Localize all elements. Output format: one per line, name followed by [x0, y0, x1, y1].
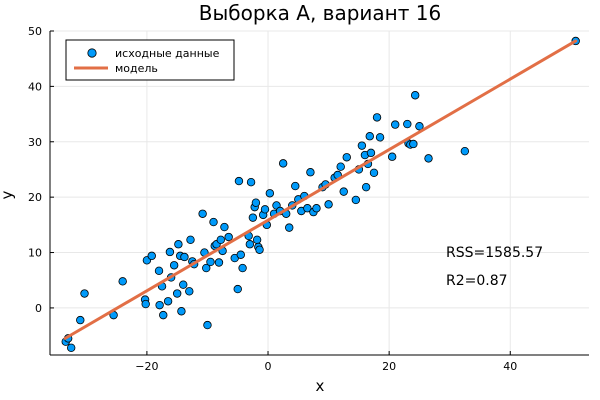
axes: −20 0 20 40 0 10 20 30 40 50: [28, 25, 589, 373]
data-point: [260, 205, 270, 214]
data-point: [387, 152, 397, 161]
plot-area: [61, 36, 580, 352]
data-point: [339, 187, 348, 196]
x-tick-label: 20: [382, 360, 396, 373]
data-point: [303, 204, 312, 213]
data-point: [278, 159, 288, 168]
x-tick-label: 0: [265, 360, 272, 373]
data-point: [165, 247, 175, 257]
data-point: [312, 204, 321, 213]
legend-marker-scatter: [87, 48, 97, 58]
data-point: [361, 182, 371, 192]
data-point: [216, 235, 225, 244]
data-point: [369, 168, 379, 177]
data-point: [118, 277, 127, 286]
data-point: [265, 189, 275, 198]
data-point: [248, 213, 258, 222]
data-point: [365, 132, 374, 141]
data-point: [415, 122, 424, 131]
data-point: [198, 209, 207, 218]
data-point: [403, 119, 412, 129]
data-point: [155, 300, 164, 310]
data-point: [206, 257, 215, 267]
data-point: [255, 245, 264, 254]
data-point: [324, 200, 333, 209]
y-tick-label: 50: [28, 25, 42, 38]
data-point: [80, 289, 89, 298]
annotation-r2: R2=0.87: [446, 273, 508, 289]
data-point: [336, 162, 345, 171]
data-point: [410, 91, 420, 100]
data-point: [291, 181, 300, 191]
data-point: [409, 139, 418, 149]
data-point: [366, 148, 376, 158]
y-tick-label: 40: [28, 80, 42, 93]
data-point: [180, 252, 189, 262]
data-point: [76, 315, 85, 325]
y-tick-label: 0: [35, 302, 42, 315]
data-point: [177, 307, 186, 316]
data-point: [209, 217, 218, 227]
legend-label-line: модель: [115, 62, 158, 75]
data-point: [185, 287, 194, 296]
data-point: [342, 153, 351, 162]
legend-label-scatter: исходные данные: [115, 47, 220, 60]
data-point: [306, 168, 315, 177]
data-point: [375, 133, 385, 142]
data-point: [179, 280, 188, 289]
data-point: [246, 177, 256, 187]
data-point: [234, 176, 244, 186]
y-axis-label: y: [0, 190, 16, 199]
x-axis-label: x: [316, 377, 325, 395]
data-point: [66, 343, 76, 352]
annotation-rss: RSS=1585.57: [446, 245, 543, 261]
data-point: [214, 258, 224, 267]
data-point: [147, 251, 156, 261]
y-tick-label: 10: [28, 247, 42, 260]
data-point: [186, 235, 195, 244]
data-point: [424, 154, 433, 163]
data-point: [174, 240, 183, 249]
data-point: [159, 310, 168, 320]
data-point: [203, 320, 212, 330]
data-point: [169, 261, 179, 270]
y-tick-label: 20: [28, 191, 42, 204]
data-point: [351, 195, 361, 205]
data-point: [391, 120, 400, 129]
data-point: [460, 146, 470, 156]
chart-title: Выборка А, вариант 16: [199, 1, 441, 25]
data-point: [220, 222, 229, 232]
data-point: [372, 113, 382, 122]
data-point: [357, 141, 367, 150]
legend: исходные данные модель: [65, 39, 235, 81]
data-point: [224, 232, 233, 242]
data-point: [172, 289, 182, 298]
data-point: [236, 250, 245, 259]
data-point: [251, 198, 261, 207]
legend-box: [65, 39, 235, 81]
model-line: [63, 39, 578, 340]
data-point: [163, 297, 173, 306]
data-point: [154, 266, 164, 276]
data-point: [285, 223, 294, 232]
x-tick-label: 40: [503, 360, 517, 373]
data-point: [238, 263, 247, 273]
x-tick-label: −20: [135, 360, 158, 373]
data-point: [233, 284, 242, 294]
y-tick-label: 30: [28, 136, 42, 149]
data-point: [141, 299, 150, 309]
data-point: [245, 240, 255, 249]
data-point: [202, 263, 211, 273]
data-point: [252, 235, 262, 244]
